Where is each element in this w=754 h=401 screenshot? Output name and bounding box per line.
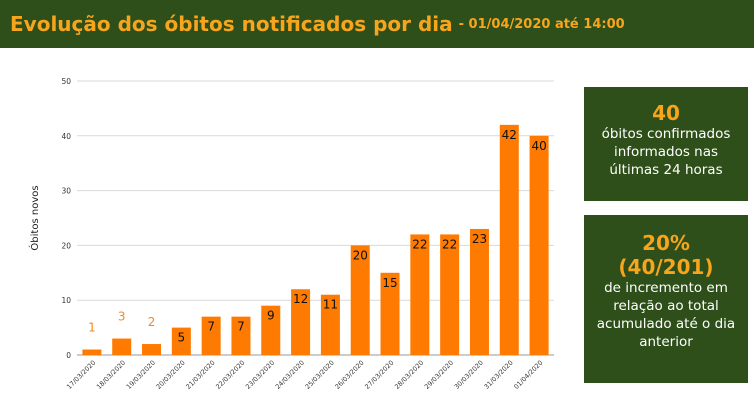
x-tick-label: 21/03/2020 bbox=[184, 359, 216, 391]
x-tick-label: 01/04/2020 bbox=[512, 359, 544, 391]
increment-text: de incremento em relação ao total acumul… bbox=[596, 280, 736, 350]
data-label: 9 bbox=[267, 309, 275, 323]
confirmed-deaths-text: óbitos confirmados informados nas última… bbox=[601, 126, 731, 178]
x-tick-label: 24/03/2020 bbox=[274, 359, 306, 391]
y-tick-label: 0 bbox=[66, 351, 71, 360]
y-tick-label: 30 bbox=[61, 187, 71, 196]
y-tick-label: 40 bbox=[61, 132, 71, 141]
page-subtitle: - 01/04/2020 até 14:00 bbox=[458, 16, 625, 32]
x-tick-label: 28/03/2020 bbox=[393, 359, 425, 391]
data-label: 1 bbox=[88, 321, 96, 335]
data-label: 7 bbox=[237, 320, 245, 334]
confirmed-deaths-value: 40 bbox=[652, 101, 680, 125]
bar bbox=[440, 234, 460, 355]
y-axis-label: Óbitos novos bbox=[28, 185, 41, 250]
bar bbox=[529, 135, 549, 355]
bar bbox=[82, 349, 102, 355]
data-label: 11 bbox=[323, 298, 338, 312]
bar bbox=[261, 305, 281, 355]
bar bbox=[171, 327, 191, 355]
data-label: 22 bbox=[412, 237, 427, 251]
increment-ratio: (40/201) bbox=[618, 255, 714, 279]
data-label: 2 bbox=[148, 315, 156, 329]
x-tick-label: 26/03/2020 bbox=[333, 359, 365, 391]
page-title: Evolução dos óbitos notificados por dia bbox=[10, 12, 453, 36]
x-tick-label: 25/03/2020 bbox=[304, 359, 336, 391]
x-tick-label: 29/03/2020 bbox=[423, 359, 455, 391]
bar bbox=[291, 289, 311, 355]
data-label: 22 bbox=[442, 237, 457, 251]
data-label: 40 bbox=[531, 139, 546, 153]
x-tick-label: 30/03/2020 bbox=[453, 359, 485, 391]
data-label: 3 bbox=[118, 310, 126, 324]
x-tick-label: 22/03/2020 bbox=[214, 359, 246, 391]
data-label: 15 bbox=[382, 276, 397, 290]
bar bbox=[142, 344, 162, 355]
x-tick-label: 27/03/2020 bbox=[363, 359, 395, 391]
y-tick-label: 20 bbox=[61, 241, 71, 250]
y-tick-label: 10 bbox=[61, 296, 71, 305]
bar bbox=[320, 294, 340, 355]
increment-percent: 20% bbox=[642, 231, 690, 255]
bar bbox=[469, 228, 489, 355]
bar bbox=[201, 316, 221, 355]
bar bbox=[410, 234, 430, 355]
data-label: 5 bbox=[178, 331, 186, 345]
y-tick-label: 50 bbox=[61, 77, 71, 86]
data-label: 20 bbox=[353, 248, 368, 262]
x-tick-label: 19/03/2020 bbox=[125, 359, 157, 391]
increment-card: 20% (40/201) de incremento em relação ao… bbox=[584, 215, 748, 383]
x-tick-label: 18/03/2020 bbox=[95, 359, 127, 391]
data-label: 7 bbox=[207, 320, 215, 334]
bar bbox=[231, 316, 251, 355]
x-tick-label: 23/03/2020 bbox=[244, 359, 276, 391]
x-tick-label: 31/03/2020 bbox=[483, 359, 515, 391]
data-label: 42 bbox=[502, 128, 517, 142]
bar-chart: 0 10 20 30 40 50 Óbitos novos 1 17/03/2020 3 18/03… bbox=[28, 77, 554, 391]
data-label: 23 bbox=[472, 232, 487, 246]
header-bar: Evolução dos óbitos notificados por dia … bbox=[0, 0, 754, 48]
bar bbox=[380, 272, 400, 355]
x-tick-label: 17/03/2020 bbox=[65, 359, 97, 391]
data-label: 12 bbox=[293, 292, 308, 306]
x-tick-label: 20/03/2020 bbox=[155, 359, 187, 391]
bar bbox=[499, 124, 519, 355]
bar bbox=[112, 338, 132, 355]
confirmed-deaths-card: 40 óbitos confirmados informados nas últ… bbox=[584, 87, 748, 201]
bar bbox=[350, 245, 370, 355]
